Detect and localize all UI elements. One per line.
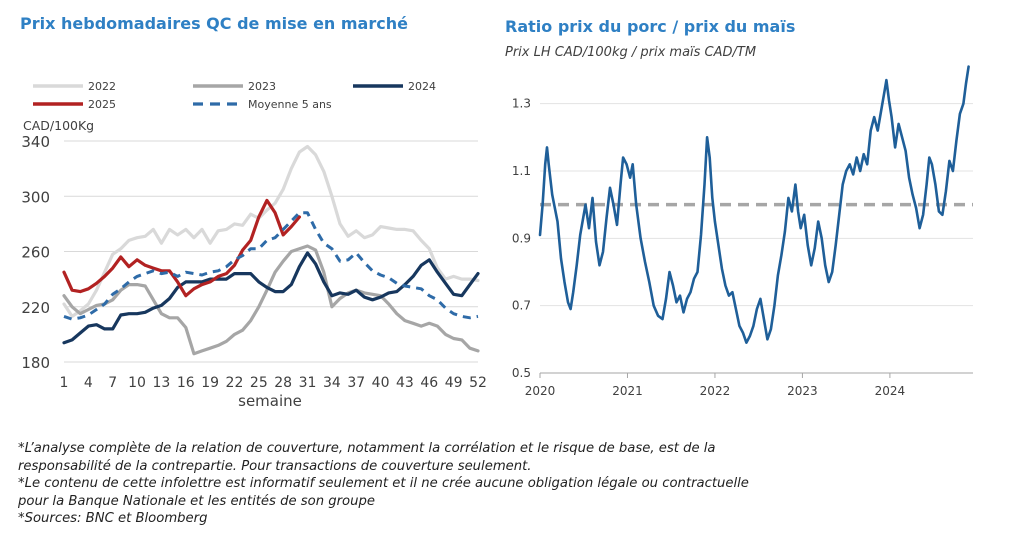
x-tick-label: 19 <box>201 375 219 391</box>
legend-label-2022: 2022 <box>88 80 116 93</box>
footnotes: *L’analyse complète de la relation de co… <box>18 440 1008 528</box>
x-tick-label: 43 <box>396 375 414 391</box>
x-tick-label: 49 <box>445 375 463 391</box>
legend-label-2024: 2024 <box>408 80 436 93</box>
y-tick-label: 1.3 <box>512 97 531 111</box>
x-tick-label: 7 <box>108 375 117 391</box>
x-tick-label: 31 <box>299 375 317 391</box>
series-line-2024 <box>62 251 480 345</box>
x-tick-label: 10 <box>128 375 146 391</box>
x-tick-label: 1 <box>60 375 69 391</box>
legend-label-moyenne-5-ans: Moyenne 5 ans <box>248 98 332 111</box>
y-tick-label: 180 <box>21 354 50 372</box>
x-tick-label: 2022 <box>700 384 731 398</box>
x-tick-label: 25 <box>250 375 268 391</box>
footnote-line: *Sources: BNC et Bloomberg <box>18 511 208 526</box>
y-tick-label: 0.5 <box>512 366 531 380</box>
series-line-ratio <box>538 65 970 344</box>
right-chart-title: Ratio prix du porc / prix du maïs <box>505 17 796 36</box>
y-tick-label: 340 <box>21 133 50 151</box>
y-axis-label: CAD/100Kg <box>23 118 94 133</box>
footnote-line: pour la Banque Nationale et les entités … <box>18 493 375 509</box>
y-tick-label: 260 <box>21 244 50 262</box>
x-tick-label: 2023 <box>787 384 818 398</box>
legend-label-2025: 2025 <box>88 98 116 111</box>
y-tick-label: 0.9 <box>512 231 531 245</box>
x-tick-label: 37 <box>347 375 365 391</box>
y-tick-label: 300 <box>21 188 50 206</box>
footnote-line: *Le contenu de cette infolettre est info… <box>18 476 749 491</box>
x-tick-label: 2020 <box>525 384 556 398</box>
x-tick-label: 13 <box>152 375 170 391</box>
legend-label-2023: 2023 <box>248 80 276 93</box>
weekly-price-chart: 180 220 260 300 340 1 4 7 10 13 16 19 22 25 28 31 34 37 40… <box>21 80 487 410</box>
footnote-line: responsabilité de la contrepartie. Pour … <box>18 458 532 474</box>
y-tick-label: 1.1 <box>512 164 531 178</box>
x-tick-label: 34 <box>323 375 341 391</box>
x-tick-label: 52 <box>469 375 487 391</box>
x-axis-label: semaine <box>238 392 302 410</box>
y-tick-label: 220 <box>21 299 50 317</box>
x-tick-label: 28 <box>274 375 292 391</box>
x-tick-label: 16 <box>177 375 195 391</box>
x-tick-label: 22 <box>226 375 244 391</box>
x-tick-label: 40 <box>372 375 390 391</box>
x-tick-label: 46 <box>420 375 438 391</box>
right-chart-subtitle: Prix LH CAD/100kg / prix maïs CAD/TM <box>505 45 757 60</box>
x-tick-label: 4 <box>84 375 93 391</box>
series-line-2023 <box>62 244 480 356</box>
left-chart-title: Prix hebdomadaires QC de mise en marché <box>20 14 408 33</box>
series-line-2025 <box>62 198 301 298</box>
y-tick-label: 0.7 <box>512 299 531 313</box>
series-line-moyenne-5-ans <box>63 211 479 321</box>
x-tick-label: 2024 <box>875 384 906 398</box>
footnote-line: *L’analyse complète de la relation de co… <box>18 441 716 456</box>
x-tick-label: 2021 <box>612 384 643 398</box>
hog-corn-ratio-chart: 0.5 0.7 0.9 1.1 1.3 2020 2021 2022 2023 2024 <box>512 65 973 398</box>
